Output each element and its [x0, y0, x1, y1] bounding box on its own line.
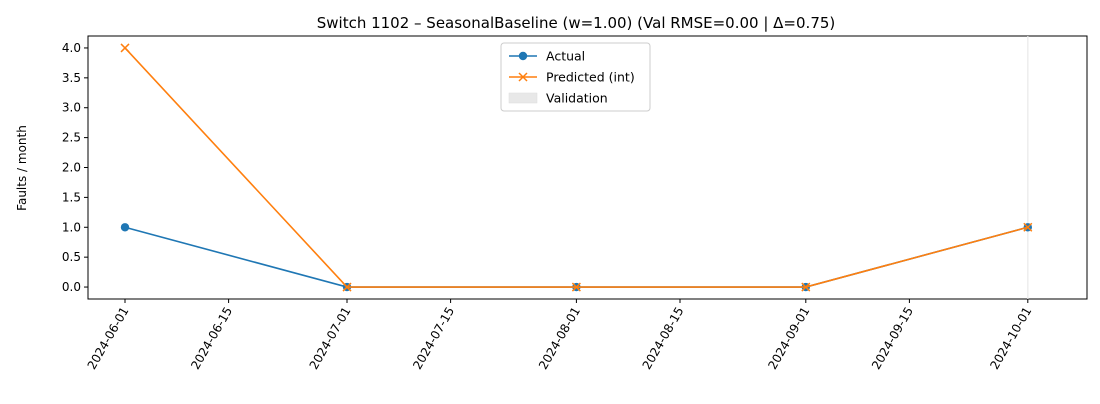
x-tick-label-8: 2024-10-01	[987, 305, 1034, 372]
legend-label-2: Validation	[546, 91, 608, 106]
x-tick-label-0: 2024-06-01	[85, 305, 132, 372]
legend: Actual Predicted (int) Validation	[500, 42, 651, 112]
legend-label-0: Actual	[546, 49, 585, 64]
y-tick-label-2: 1.0	[62, 220, 81, 234]
series-1-point-2	[571, 282, 581, 292]
chart-title: Switch 1102 – SeasonalBaseline (w=1.00) …	[317, 14, 836, 32]
legend-item-1: Predicted (int)	[509, 70, 635, 85]
y-tick-label-6: 3.0	[62, 101, 81, 115]
legend-patch-2	[508, 92, 538, 104]
y-tick-label-3: 1.5	[62, 190, 81, 204]
y-tick-label-0: 0.0	[62, 280, 81, 294]
y-tick-label-1: 0.5	[62, 250, 81, 264]
validation-band	[1027, 36, 1029, 299]
x-tick-label-5: 2024-08-15	[640, 305, 687, 372]
legend-box	[500, 42, 651, 112]
series-layer	[120, 43, 1033, 292]
validation-span	[1027, 36, 1029, 299]
legend-item-0: Actual	[509, 49, 585, 64]
x-tick-label-7: 2024-09-15	[869, 305, 916, 372]
series-line-0	[124, 226, 1029, 288]
x-tick-label-3: 2024-07-15	[410, 305, 457, 372]
legend-marker-1	[518, 72, 528, 82]
series-1-point-4	[1023, 222, 1033, 232]
legend-marker-0	[518, 51, 528, 61]
x-tick-label-1: 2024-06-15	[188, 305, 235, 372]
legend-item-2: Validation	[508, 91, 608, 106]
series-1-point-1	[342, 282, 352, 292]
series-1	[120, 43, 1033, 292]
y-axis-label: Faults / month	[15, 125, 29, 211]
y-axis: 0.0 0.5 1.0 1.5 2.0 2.5 3.0 3.5 4.0	[62, 41, 88, 294]
series-0	[120, 223, 1032, 292]
x-tick-label-6: 2024-09-01	[765, 305, 812, 372]
series-1-point-0	[120, 43, 130, 53]
x-axis: 2024-06-01 2024-06-15 2024-07-01 2024-07-15…	[85, 299, 1034, 372]
y-tick-label-7: 3.5	[62, 71, 81, 85]
y-tick-label-5: 2.5	[62, 131, 81, 145]
x-tick-label-4: 2024-08-01	[536, 305, 583, 372]
x-tick-label-2: 2024-07-01	[307, 305, 354, 372]
legend-label-1: Predicted (int)	[546, 70, 635, 85]
series-1-point-3	[801, 282, 811, 292]
y-tick-label-8: 4.0	[62, 41, 81, 55]
y-tick-label-4: 2.0	[62, 161, 81, 175]
series-0-point-0	[120, 223, 130, 232]
